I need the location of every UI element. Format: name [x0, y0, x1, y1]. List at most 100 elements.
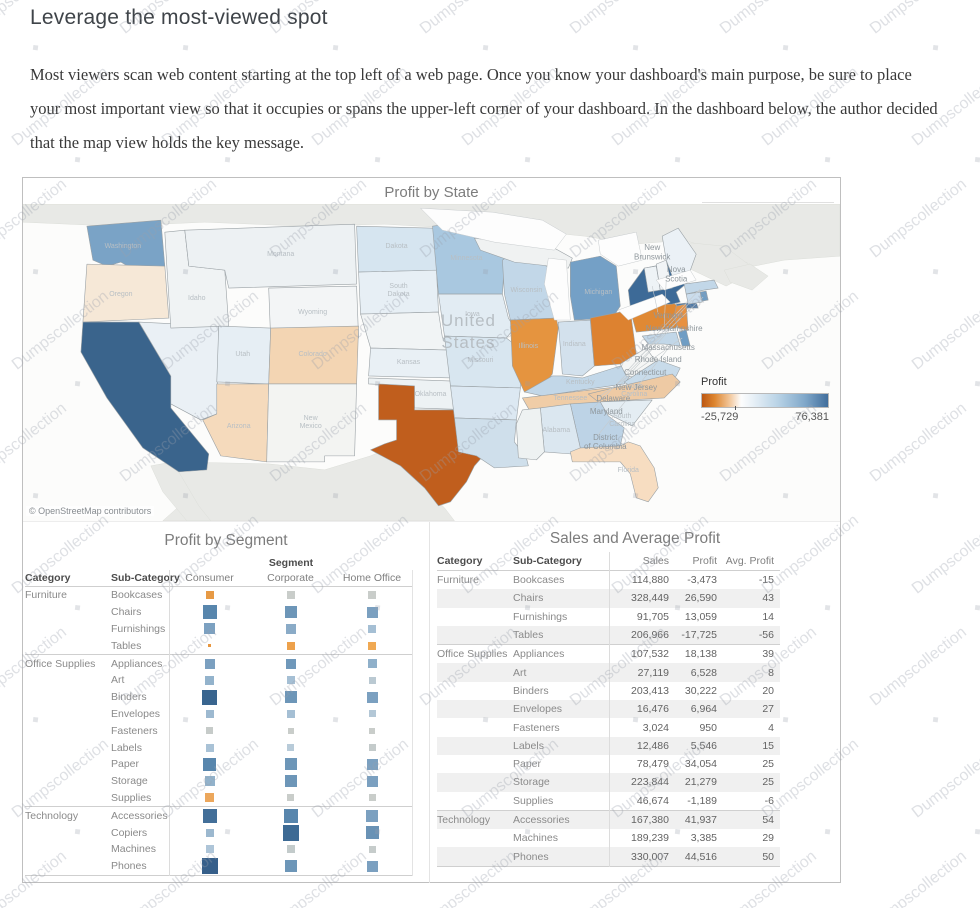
segment-mark-square[interactable]	[287, 744, 294, 752]
mark-cell	[169, 621, 250, 638]
segment-mark-square[interactable]	[368, 794, 376, 802]
segment-mark-square[interactable]	[365, 826, 379, 840]
segment-mark-square[interactable]	[369, 727, 375, 734]
segment-mark-square[interactable]	[286, 591, 295, 600]
sales-row[interactable]: Furniture Bookcases 114,880 -3,473 -15	[437, 571, 780, 589]
sales-row[interactable]: Tables 206,966 -17,725 -56	[437, 625, 780, 645]
segment-mark-square[interactable]	[368, 591, 376, 600]
sales-row[interactable]: Supplies 46,674 -1,189 -6	[437, 792, 780, 810]
sales-value: 114,880	[631, 574, 669, 587]
sales-row[interactable]: Labels 12,486 5,546 15	[437, 736, 780, 755]
segment-mark-square[interactable]	[282, 824, 299, 841]
state-OR[interactable]	[82, 263, 170, 323]
segment-mark-square[interactable]	[284, 758, 297, 771]
segment-mark-square[interactable]	[366, 606, 378, 618]
sales-row[interactable]: Storage 223,844 21,279 25	[437, 773, 780, 792]
segment-mark-square[interactable]	[368, 624, 376, 633]
sales-row[interactable]: Technology Accessories 167,380 41,937 54	[437, 809, 780, 830]
segment-mark-square[interactable]	[367, 659, 377, 669]
segment-mark-square[interactable]	[368, 845, 376, 853]
segment-mark-square[interactable]	[366, 691, 378, 703]
segment-mark-square[interactable]	[283, 808, 298, 823]
state-NM[interactable]	[266, 383, 357, 463]
segment-mark-square[interactable]	[205, 743, 214, 752]
state-label: North Carolina	[621, 383, 647, 398]
segment-mark-square[interactable]	[368, 744, 376, 752]
state-MI[interactable]	[570, 255, 621, 321]
legend-gradient-bar[interactable]	[701, 393, 829, 410]
state-MS[interactable]	[516, 407, 545, 461]
state-NE[interactable]	[360, 311, 451, 351]
segment-mark-square[interactable]	[368, 641, 376, 650]
col-header-avg-profit: Avg. Profit	[725, 555, 774, 567]
segment-mark-square[interactable]	[366, 775, 378, 787]
segment-mark-square[interactable]	[284, 606, 297, 619]
sales-value: 91,705	[636, 610, 669, 623]
state-RI[interactable]	[699, 290, 709, 302]
segment-mark-square[interactable]	[285, 658, 296, 669]
segment-mark-square[interactable]	[203, 757, 216, 771]
segment-mark-square[interactable]	[284, 860, 297, 873]
state-MT[interactable]	[184, 223, 357, 289]
segment-mark-square[interactable]	[286, 641, 295, 650]
segment-mark-square[interactable]	[286, 845, 295, 854]
state-CT[interactable]	[685, 291, 703, 305]
segment-mark-square[interactable]	[201, 858, 218, 875]
segment-mark-square[interactable]	[204, 776, 215, 787]
segment-mark-square[interactable]	[205, 709, 214, 718]
state-LA[interactable]	[454, 417, 529, 469]
state-AR[interactable]	[450, 385, 521, 421]
state-label: Wisconsin	[510, 287, 542, 294]
state-FL[interactable]	[570, 441, 659, 503]
segment-mark-square[interactable]	[284, 775, 297, 788]
segment-mark-square[interactable]	[286, 709, 295, 718]
segment-mark-square[interactable]	[366, 860, 378, 872]
segment-mark-square[interactable]	[287, 794, 294, 802]
segment-mark-square[interactable]	[208, 644, 211, 648]
state-MA[interactable]	[683, 279, 719, 295]
segment-row: Fasteners	[25, 722, 413, 739]
segment-mark-square[interactable]	[285, 623, 296, 634]
leader-line	[618, 317, 681, 388]
segment-mark-square[interactable]	[202, 605, 217, 620]
segment-mark-square[interactable]	[205, 845, 214, 854]
map-title: Profit by State	[384, 184, 479, 201]
state-NJ[interactable]	[673, 303, 689, 331]
sales-row[interactable]: Office Supplies Appliances 107,532 18,138 39	[437, 644, 780, 663]
segment-mark-square[interactable]	[204, 658, 215, 669]
segment-mark-square[interactable]	[202, 808, 217, 823]
segment-mark-square[interactable]	[202, 689, 217, 705]
col-header-category: Category	[437, 555, 483, 567]
segment-mark-square[interactable]	[204, 623, 215, 635]
segment-mark-square[interactable]	[366, 758, 378, 770]
state-IN[interactable]	[558, 319, 595, 377]
segment-mark-square[interactable]	[287, 727, 294, 734]
segment-mark-square[interactable]	[368, 710, 376, 718]
callout-label: Delaware	[596, 394, 630, 403]
segment-mark-square[interactable]	[286, 676, 295, 685]
segment-mark-square[interactable]	[205, 828, 214, 837]
profit-value: -1,189	[687, 794, 717, 807]
segment-mark-square[interactable]	[205, 793, 214, 803]
segment-mark-square[interactable]	[205, 675, 214, 685]
callout-label: New Brunswick	[634, 243, 670, 261]
sales-row[interactable]: Paper 78,479 34,054 25	[437, 755, 780, 773]
sales-row[interactable]: Chairs 328,449 26,590 43	[437, 589, 780, 608]
state-NC[interactable]	[588, 373, 681, 403]
sales-row[interactable]: Art 27,119 6,528 8	[437, 663, 780, 682]
subcategory-cell: Art	[513, 666, 527, 679]
segment-mark-square[interactable]	[366, 809, 378, 822]
sales-row[interactable]: Fasteners 3,024 950 4	[437, 718, 780, 736]
sales-row[interactable]: Furnishings 91,705 13,059 14	[437, 608, 780, 626]
segment-mark-square[interactable]	[205, 591, 214, 600]
segment-mark-square[interactable]	[284, 691, 297, 704]
segment-mark-square[interactable]	[368, 676, 376, 684]
sales-row[interactable]: Binders 203,413 30,222 20	[437, 682, 780, 700]
segment-mark-square[interactable]	[206, 727, 213, 735]
state-DE[interactable]	[677, 329, 691, 347]
sales-row[interactable]: Phones 330,007 44,516 50	[437, 847, 780, 866]
us-choropleth-map: Washington Oregon Idaho Montana Wyoming Dakot…	[23, 204, 840, 521]
state-label: Tennessee	[553, 395, 587, 402]
sales-row[interactable]: Machines 189,239 3,385 29	[437, 829, 780, 847]
sales-row[interactable]: Envelopes 16,476 6,964 27	[437, 700, 780, 719]
